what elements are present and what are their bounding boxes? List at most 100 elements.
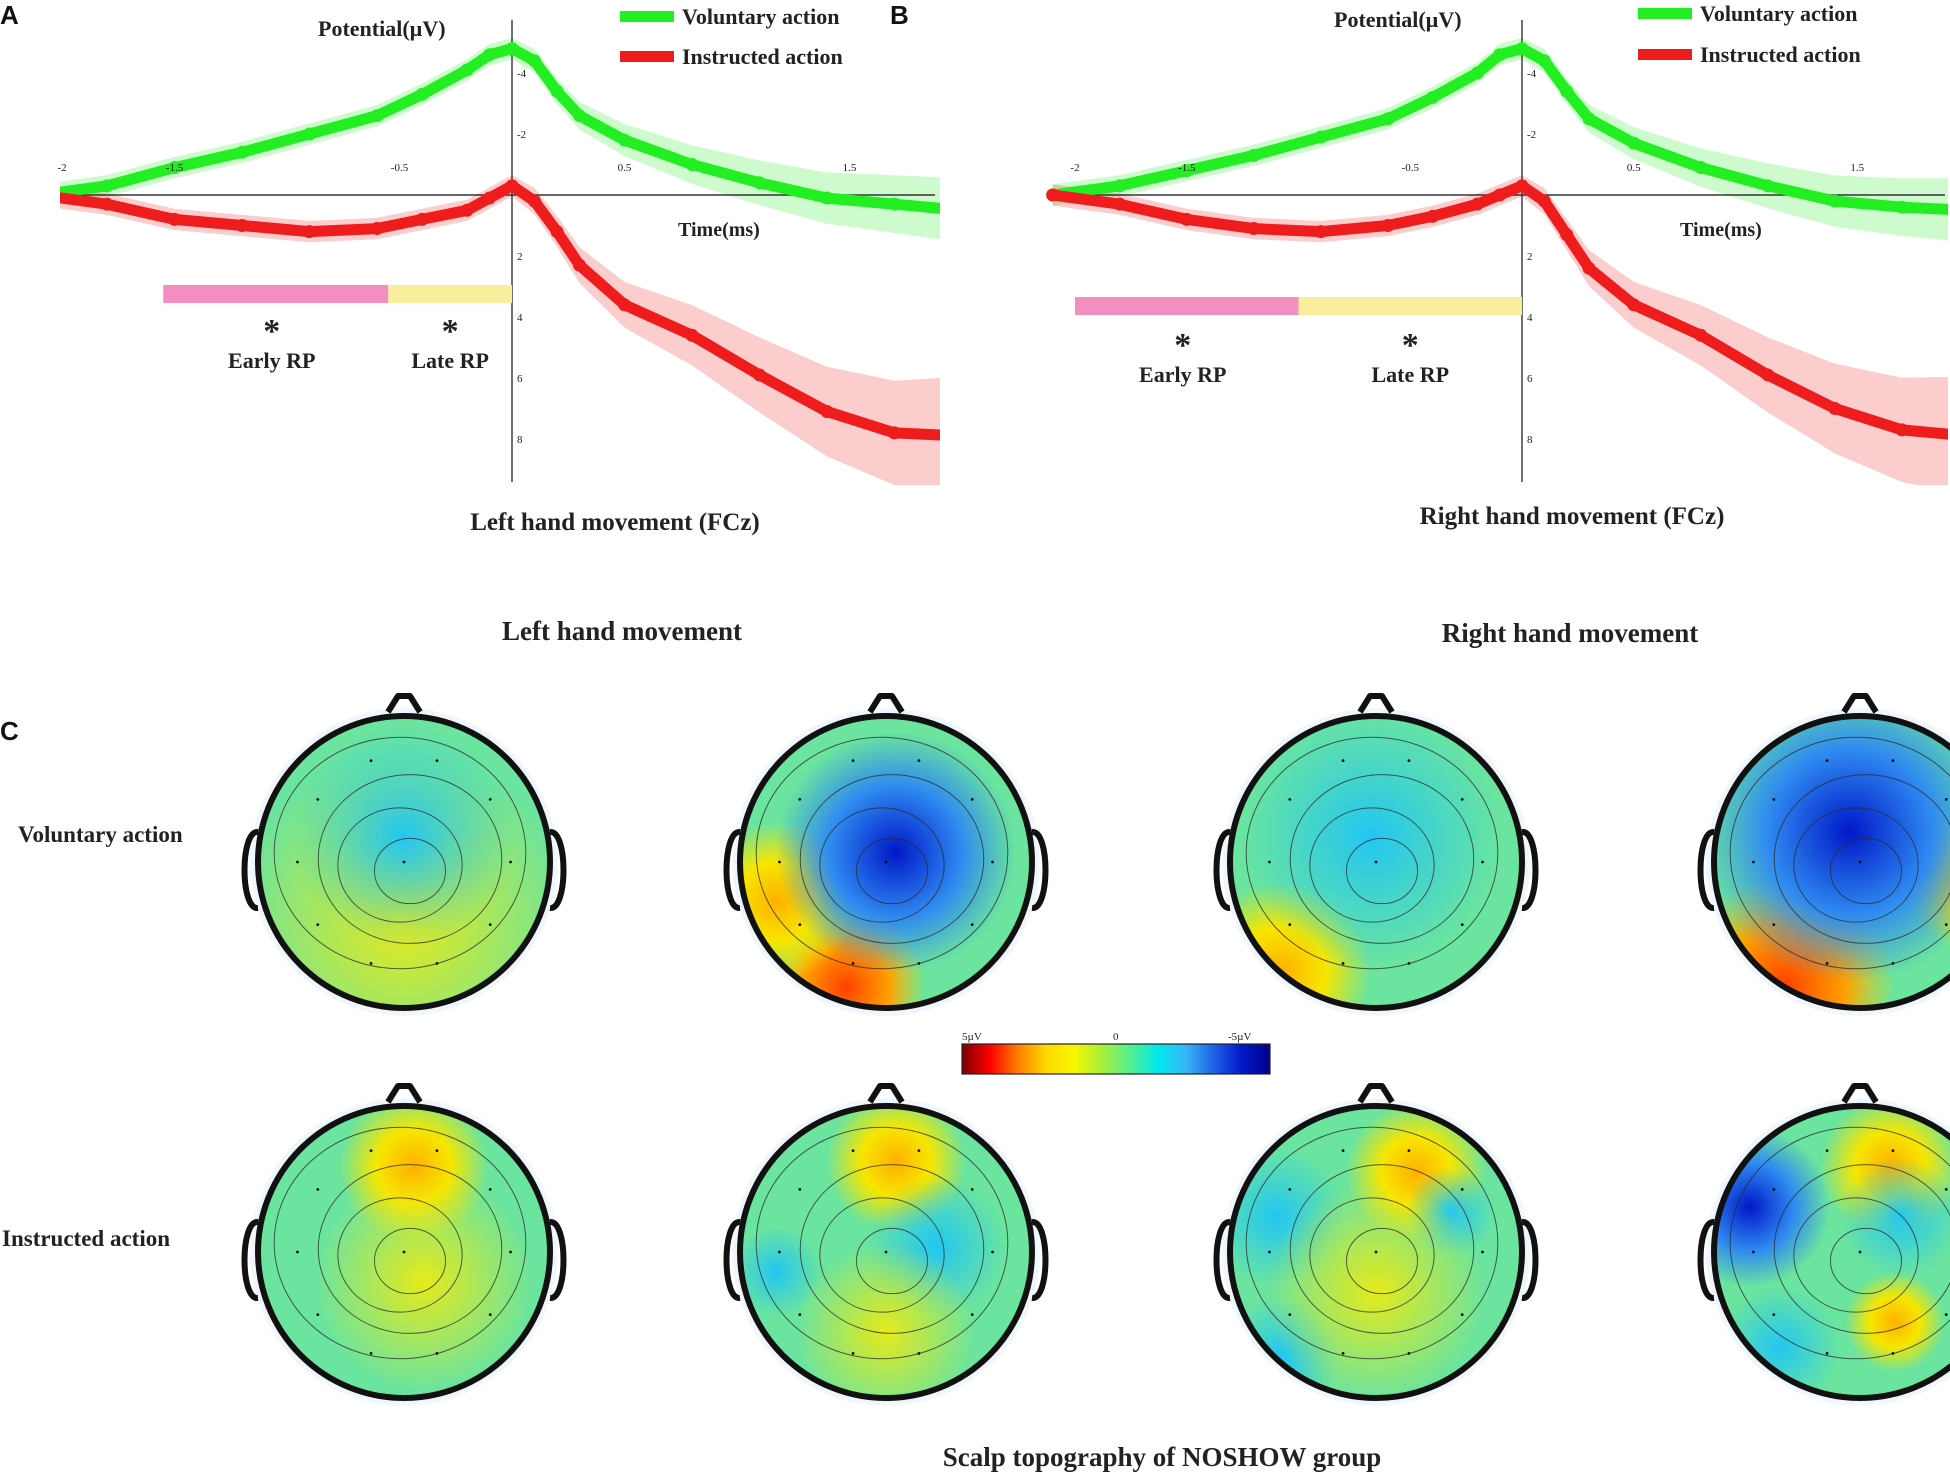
scalp-map	[241, 693, 567, 1016]
contour-line	[1309, 807, 1435, 923]
data-point-instructed	[1381, 219, 1395, 232]
electrode	[1288, 923, 1292, 927]
electrode	[1268, 1250, 1271, 1254]
left-ear-icon	[241, 829, 259, 911]
data-point-instructed	[505, 179, 519, 193]
contour-line	[273, 736, 527, 970]
y-tick-label: 6	[517, 373, 523, 385]
nose-icon	[385, 1083, 423, 1104]
contour-line	[799, 774, 985, 944]
contour-line	[1773, 1164, 1950, 1334]
electrode	[1288, 1187, 1292, 1191]
data-point-instructed	[483, 191, 496, 205]
electrode	[1407, 759, 1411, 763]
contour-line	[1729, 736, 1950, 970]
electrode	[917, 961, 921, 965]
x-tick-label: 0.5	[618, 162, 632, 174]
significance-marker: *	[263, 313, 280, 350]
significance-marker: *	[1174, 327, 1191, 364]
scalp-map	[1697, 1083, 1950, 1406]
data-point-voluntary	[1470, 66, 1484, 80]
data-point-instructed	[685, 328, 699, 342]
right-ear-icon	[1521, 829, 1539, 911]
nose-icon	[867, 693, 905, 714]
electrode	[435, 1149, 439, 1153]
colorbar-label-max: 5µV	[962, 1031, 982, 1043]
data-point-voluntary	[235, 145, 249, 159]
electrode	[509, 1250, 512, 1254]
x-tick-label: -1.5	[166, 162, 184, 174]
data-point-voluntary	[1113, 179, 1127, 193]
legend-label-instructed: Instructed action	[682, 44, 843, 69]
electrode	[488, 797, 492, 801]
electrode	[369, 1351, 373, 1355]
head-outline	[1711, 713, 1950, 1011]
rp-label-late: Late RP	[1371, 362, 1449, 387]
data-point-voluntary	[1828, 194, 1842, 208]
x-axis-label: Time(ms)	[678, 219, 760, 241]
electrode	[316, 1187, 320, 1191]
electrode	[778, 1250, 781, 1254]
data-point-instructed	[528, 194, 541, 208]
electrode	[970, 797, 974, 801]
data-point-instructed	[1180, 212, 1194, 226]
electrode	[1374, 1250, 1378, 1254]
potential-region	[776, 732, 1016, 972]
scalp-map	[1213, 693, 1539, 1016]
electrode	[970, 1313, 974, 1317]
potential-region	[294, 727, 514, 947]
data-point-instructed	[1046, 188, 1060, 202]
topo-header-right: Right hand movement	[1442, 618, 1699, 648]
head-outline	[1711, 1103, 1950, 1401]
left-ear-icon	[723, 829, 741, 911]
panel-a-letter: A	[0, 0, 19, 30]
legend-label-voluntary: Voluntary action	[1700, 1, 1857, 26]
data-point-instructed	[550, 225, 564, 239]
data-point-instructed	[235, 219, 249, 232]
y-tick-label: -2	[517, 129, 526, 141]
potential-region	[1840, 1157, 1950, 1277]
electrode	[884, 1250, 888, 1254]
significance-marker: *	[442, 313, 459, 350]
data-point-instructed	[460, 203, 474, 217]
contour-line	[855, 837, 929, 905]
electrode	[1481, 1250, 1484, 1254]
electrode	[1460, 1313, 1464, 1317]
electrode	[435, 961, 439, 965]
x-tick-label: 1.5	[843, 162, 857, 174]
contour-line	[1289, 1164, 1475, 1334]
electrode	[851, 759, 855, 763]
electrode	[991, 1250, 994, 1254]
electrode	[1374, 860, 1378, 864]
electrode	[991, 860, 994, 864]
data-point-voluntary	[820, 191, 834, 205]
data-point-instructed	[1426, 209, 1440, 223]
contour-line	[855, 1227, 929, 1295]
electrode	[1268, 860, 1271, 864]
nose-icon	[1841, 693, 1879, 714]
nose-icon	[867, 1083, 905, 1104]
electrode	[1341, 1149, 1345, 1153]
confidence-band-voluntary	[1052, 37, 1948, 241]
data-point-voluntary	[100, 179, 114, 193]
colorbar-label-min: -5µV	[1228, 1031, 1252, 1043]
electrode	[1858, 1250, 1862, 1254]
electrode	[1481, 860, 1484, 864]
data-point-voluntary	[1247, 148, 1261, 162]
rp-window-early	[1075, 297, 1299, 315]
potential-region	[1712, 714, 1950, 982]
head-outline	[737, 713, 1035, 1011]
confidence-band-instructed	[60, 175, 940, 485]
y-tick-label: 8	[517, 434, 523, 446]
y-tick-label: -4	[1527, 68, 1537, 80]
electrode	[917, 1149, 921, 1153]
scalp-map	[723, 1083, 1049, 1406]
x-axis-label: Time(ms)	[1680, 219, 1762, 241]
electrode	[851, 1351, 855, 1355]
data-point-instructed	[1314, 225, 1328, 239]
contour-line	[1345, 837, 1419, 905]
electrode	[1772, 923, 1776, 927]
data-point-instructed	[1761, 368, 1775, 382]
electrode	[884, 860, 888, 864]
data-point-voluntary	[685, 158, 699, 171]
